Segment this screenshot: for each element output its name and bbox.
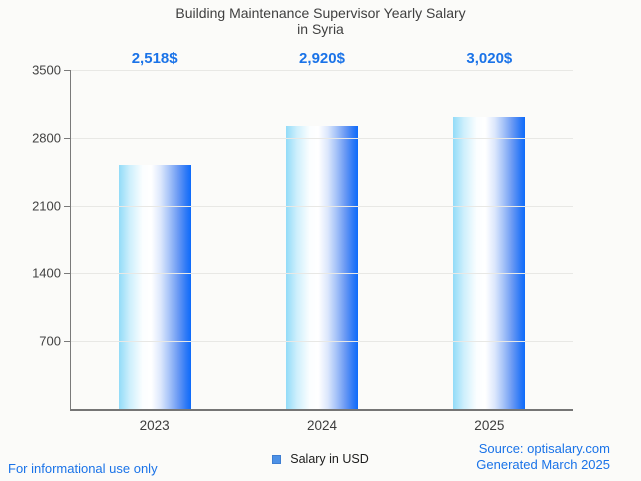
disclaimer-text: For informational use only [8,461,158,476]
gridline [71,273,573,275]
generated-line: Generated March 2025 [476,457,610,472]
gridline [71,341,573,343]
y-axis-label: 2100 [32,198,61,214]
gridline [71,205,573,207]
y-axis-label: 700 [39,333,61,349]
x-axis-label: 2024 [306,418,338,433]
y-axis-label: 3500 [32,62,61,78]
y-axis-label: 1400 [32,265,61,281]
y-axis-tick [64,137,71,139]
y-axis-tick [64,273,71,275]
source-line: Source: optisalary.com [478,441,610,456]
x-axis-label: 2023 [139,418,170,433]
y-axis-tick [64,70,71,71]
y-axis: 3500 2800 2100 1400 700 [0,63,61,409]
chart-title: Building Maintenance Supervisor Yearly S… [0,5,641,37]
legend-swatch-icon [272,454,282,464]
plot-area: 2,518$ 2,920$ 3,020$ 2023 2024 2025 [64,50,573,433]
bar-value-label: 2,518$ [131,50,178,67]
chart-title-line2: in Syria [297,21,344,37]
gridline [71,70,573,71]
legend-label: Salary in USD [290,452,369,466]
legend: Salary in USD [0,450,641,468]
bar-value-label: 2,920$ [299,50,345,67]
y-axis-tick [64,341,71,343]
gridline [71,137,573,139]
y-axis-tick [64,205,71,207]
bar-value-label: 3,020$ [466,50,513,67]
x-axis-label: 2025 [474,418,505,433]
bar [286,126,358,409]
chart-title-line1: Building Maintenance Supervisor Yearly S… [175,5,466,21]
source-text: Source: optisalary.com Generated March 2… [476,441,610,473]
y-axis-label: 2800 [32,130,61,146]
bar [118,165,191,409]
bar [453,116,526,409]
